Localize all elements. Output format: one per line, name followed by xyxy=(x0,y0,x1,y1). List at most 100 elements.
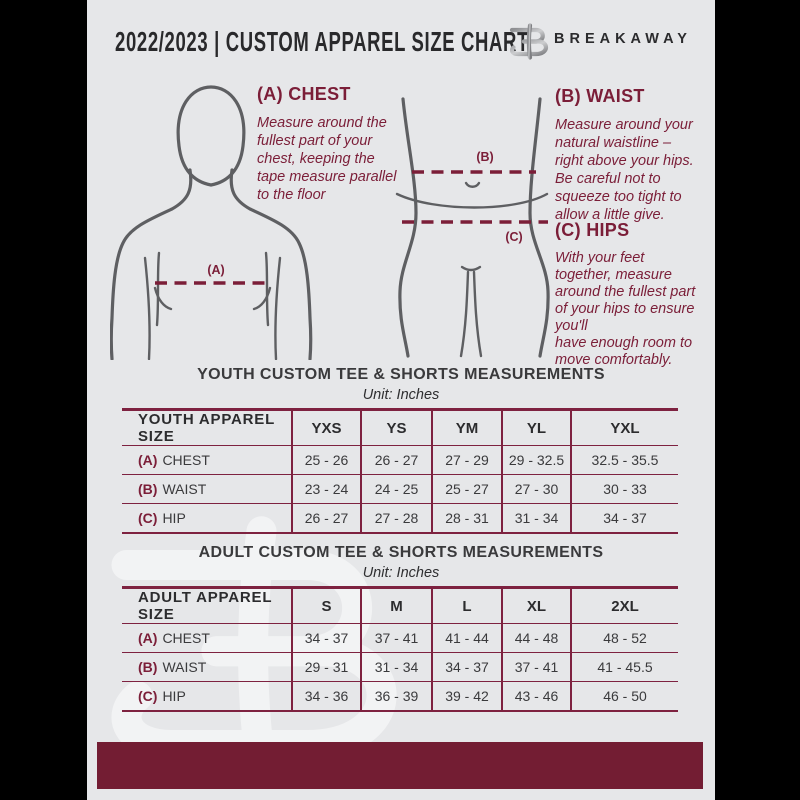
cell-value: 48 - 52 xyxy=(570,623,678,653)
adult-section-title: ADULT CUSTOM TEE & SHORTS MEASUREMENTS xyxy=(198,544,604,561)
size-col-header: YXS xyxy=(291,409,361,446)
row-name: WAIST xyxy=(162,659,207,675)
row-label: (A) CHEST xyxy=(122,445,292,475)
cell-value: 32.5 - 35.5 xyxy=(570,445,678,475)
cell-value: 34 - 37 xyxy=(431,652,502,682)
size-col-header: YXL xyxy=(570,409,678,446)
chest-marker-label: (A) xyxy=(207,263,224,277)
adult-size-table: ADULT APPAREL SIZE S M L XL 2XL (A) CHEST… xyxy=(122,586,678,712)
waist-marker-label: (B) xyxy=(476,150,493,164)
row-label: (A) CHEST xyxy=(122,623,292,653)
head-outline xyxy=(176,85,246,187)
cell-value: 24 - 25 xyxy=(360,474,432,504)
cell-value: 34 - 36 xyxy=(291,681,361,711)
cell-value: 29 - 31 xyxy=(291,652,361,682)
hips-guide: (C) HIPS With your feet together, measur… xyxy=(555,220,717,369)
left-body-side xyxy=(398,97,418,358)
left-chest-side xyxy=(155,251,161,327)
youth-size-header: YOUTH APPAREL SIZE xyxy=(138,411,275,445)
cell-value: 44 - 48 xyxy=(501,623,571,653)
size-col-header: S xyxy=(291,587,361,624)
left-pec-curve xyxy=(153,286,173,311)
cell-value: 31 - 34 xyxy=(501,503,571,533)
crotch-curve xyxy=(460,265,482,272)
hip-marker-label: (C) xyxy=(505,230,522,244)
right-chest-side xyxy=(264,251,270,327)
cell-value: 41 - 44 xyxy=(431,623,502,653)
right-inner-leg xyxy=(472,270,483,358)
right-shoulder-arm xyxy=(229,168,313,360)
row-label: (C) HIP xyxy=(122,681,292,711)
cell-value: 34 - 37 xyxy=(291,623,361,653)
size-col-header: YS xyxy=(360,409,432,446)
row-prefix: (C) xyxy=(138,687,158,704)
row-prefix: (B) xyxy=(138,481,158,497)
waist-hip-figure: (B) (C) xyxy=(395,97,550,358)
left-shoulder-arm xyxy=(110,168,193,360)
footer-accent-bar xyxy=(97,742,703,789)
right-pec-curve xyxy=(252,286,272,311)
cell-value: 26 - 27 xyxy=(291,503,361,533)
table-row: (B) WAIST 23 - 24 24 - 25 25 - 27 27 - 30… xyxy=(122,474,678,504)
row-prefix: (A) xyxy=(138,630,158,646)
row-name: CHEST xyxy=(162,452,210,468)
cell-value: 31 - 34 xyxy=(360,652,432,682)
table-row: (C) HIP 26 - 27 27 - 28 28 - 31 31 - 34 3… xyxy=(122,503,678,533)
cell-value: 30 - 33 xyxy=(570,474,678,504)
cell-value: 25 - 27 xyxy=(431,474,502,504)
cell-value: 37 - 41 xyxy=(360,623,432,653)
row-name: WAIST xyxy=(162,481,207,497)
chest-guide-text: Measure around the fullest part of your … xyxy=(257,115,397,203)
size-col-header: L xyxy=(431,587,502,624)
adult-unit-label: Unit: Inches xyxy=(362,565,440,581)
page-title-text: 2022/2023 | CUSTOM APPAREL SIZE CHART xyxy=(115,26,530,57)
cell-value: 46 - 50 xyxy=(570,681,678,711)
size-col-header: YL xyxy=(501,409,571,446)
row-label: (B) WAIST xyxy=(122,652,292,682)
youth-section-title: YOUTH CUSTOM TEE & SHORTS MEASUREMENTS xyxy=(197,366,605,383)
cell-value: 29 - 32.5 xyxy=(501,445,571,475)
hips-guide-text: With your feet together, measure around … xyxy=(555,250,696,368)
table-row: (A) CHEST 25 - 26 26 - 27 27 - 29 29 - 32… xyxy=(122,445,678,475)
hips-guide-title: (C) HIPS xyxy=(555,220,630,240)
cell-value: 28 - 31 xyxy=(431,503,502,533)
right-body-side xyxy=(528,97,550,358)
youth-size-table: YOUTH APPAREL SIZE YXS YS YM YL YXL (A) C… xyxy=(122,408,678,534)
table-row: (C) HIP 34 - 36 36 - 39 39 - 42 43 - 46 4… xyxy=(122,681,678,711)
left-inner-arm xyxy=(143,256,151,360)
cell-value: 27 - 30 xyxy=(501,474,571,504)
waist-guide-title: (B) WAIST xyxy=(555,86,645,106)
table-row: (B) WAIST 29 - 31 31 - 34 34 - 37 37 - 41… xyxy=(122,652,678,682)
cell-value: 36 - 39 xyxy=(360,681,432,711)
cell-value: 23 - 24 xyxy=(291,474,361,504)
row-prefix: (B) xyxy=(138,659,158,675)
row-label: (C) HIP xyxy=(122,503,292,533)
breakaway-logo-icon xyxy=(509,23,549,60)
cell-value: 43 - 46 xyxy=(501,681,571,711)
table-row: (A) CHEST 34 - 37 37 - 41 41 - 44 44 - 48… xyxy=(122,623,678,653)
youth-header-row: YOUTH APPAREL SIZE YXS YS YM YL YXL xyxy=(122,409,678,446)
chest-guide: (A) CHEST Measure around the fullest par… xyxy=(257,84,427,204)
cell-value: 26 - 27 xyxy=(360,445,432,475)
cell-value: 41 - 45.5 xyxy=(570,652,678,682)
size-col-header: YM xyxy=(431,409,502,446)
cell-value: 39 - 42 xyxy=(431,681,502,711)
torso-figure: (A) xyxy=(110,85,313,360)
left-inner-leg xyxy=(459,270,470,358)
right-inner-arm xyxy=(274,256,282,360)
row-name: CHEST xyxy=(162,630,210,646)
waist-guide-text: Measure around your natural waistline – … xyxy=(555,117,694,223)
size-chart-sheet: 2022/2023 | CUSTOM APPAREL SIZE CHART BR… xyxy=(87,0,715,800)
youth-unit-label: Unit: Inches xyxy=(362,387,440,403)
cell-value: 27 - 28 xyxy=(360,503,432,533)
cell-value: 37 - 41 xyxy=(501,652,571,682)
size-col-header: M xyxy=(360,587,432,624)
row-prefix: (C) xyxy=(138,509,158,526)
hip-waistband-curve xyxy=(395,192,549,209)
page-title: 2022/2023 | CUSTOM APPAREL SIZE CHART xyxy=(115,26,742,58)
cell-value: 34 - 37 xyxy=(570,503,678,533)
cell-value: 27 - 29 xyxy=(431,445,502,475)
adult-size-header: ADULT APPAREL SIZE xyxy=(138,589,273,623)
adult-header-row: ADULT APPAREL SIZE S M L XL 2XL xyxy=(122,587,678,624)
